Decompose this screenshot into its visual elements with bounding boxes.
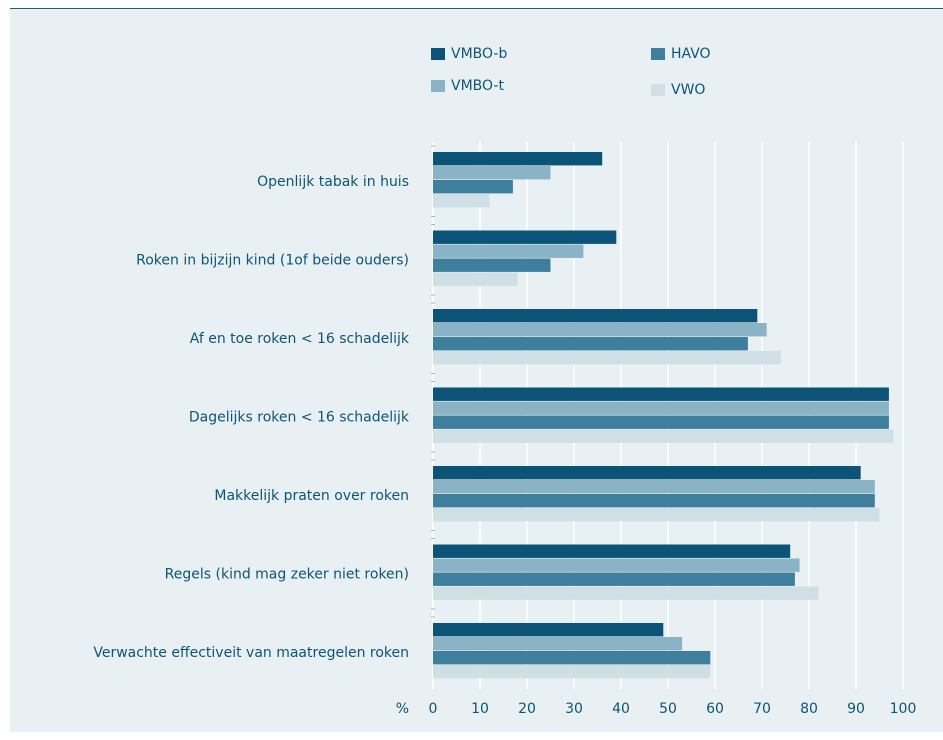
x-tick-label: 20 bbox=[518, 701, 536, 717]
bar bbox=[433, 323, 767, 337]
bar bbox=[433, 401, 889, 415]
category-label: Openlijk tabak in huis bbox=[257, 174, 409, 190]
bar bbox=[433, 152, 603, 166]
bar bbox=[433, 244, 584, 258]
legend-swatch bbox=[431, 80, 445, 92]
bar bbox=[433, 166, 551, 180]
bar bbox=[433, 480, 875, 494]
bar bbox=[433, 466, 861, 480]
bar bbox=[433, 572, 795, 586]
legend-swatch bbox=[431, 48, 445, 60]
chart-panel: VMBO-b VMBO-t HAVO VWO Openlijk tabak in hu… bbox=[10, 8, 943, 732]
bar bbox=[433, 429, 894, 443]
x-tick-label: 0 bbox=[429, 701, 438, 717]
bar bbox=[433, 623, 664, 637]
x-tick-label: 40 bbox=[612, 701, 630, 717]
category-label: Makkelijk praten over roken bbox=[214, 488, 409, 504]
bar bbox=[433, 272, 518, 286]
legend-item: HAVO bbox=[651, 46, 711, 62]
bar bbox=[433, 586, 819, 600]
bar bbox=[433, 194, 490, 208]
bar bbox=[433, 351, 781, 365]
category-label: Verwachte effectiveit van maatregelen ro… bbox=[93, 645, 409, 661]
x-tick-label: 90 bbox=[847, 701, 865, 717]
x-tick-label: 70 bbox=[753, 701, 771, 717]
bar bbox=[433, 337, 748, 351]
legend-swatch bbox=[651, 48, 665, 60]
x-tick-label: 10 bbox=[471, 701, 489, 717]
legend-item: VMBO-b bbox=[431, 46, 507, 62]
x-tick-label: 50 bbox=[659, 701, 677, 717]
category-label: Regels (kind mag zeker niet roken) bbox=[165, 567, 409, 583]
legend-label: HAVO bbox=[671, 46, 711, 62]
bar bbox=[433, 180, 513, 194]
bar bbox=[433, 508, 880, 522]
bar bbox=[433, 651, 711, 665]
legend-item: VMBO-t bbox=[431, 78, 504, 94]
legend-label: VWO bbox=[671, 82, 706, 98]
bar bbox=[433, 309, 758, 323]
bar bbox=[433, 387, 889, 401]
category-label: Af en toe roken < 16 schadelijk bbox=[190, 331, 410, 347]
bar bbox=[433, 258, 551, 272]
bar bbox=[433, 558, 800, 572]
category-label: Roken in bijzijn kind (1of beide ouders) bbox=[136, 253, 409, 269]
legend-label: VMBO-b bbox=[451, 46, 508, 62]
x-tick-label: 60 bbox=[706, 701, 724, 717]
bar bbox=[433, 230, 617, 244]
x-tick-label: 80 bbox=[800, 701, 818, 717]
category-label: Dagelijks roken < 16 schadelijk bbox=[189, 410, 410, 426]
bar bbox=[433, 415, 889, 429]
bar bbox=[433, 494, 875, 508]
legend-item: VWO bbox=[651, 82, 705, 98]
legend-swatch bbox=[651, 84, 665, 96]
bar bbox=[433, 544, 791, 558]
x-tick-label: 100 bbox=[890, 701, 917, 717]
bar bbox=[433, 665, 711, 679]
bar-chart: Openlijk tabak in huis Roken in bijzijn k… bbox=[93, 142, 917, 717]
legend-label: VMBO-t bbox=[451, 78, 504, 94]
x-unit-label: % bbox=[396, 701, 409, 717]
x-tick-label: 30 bbox=[565, 701, 583, 717]
bar bbox=[433, 637, 683, 651]
